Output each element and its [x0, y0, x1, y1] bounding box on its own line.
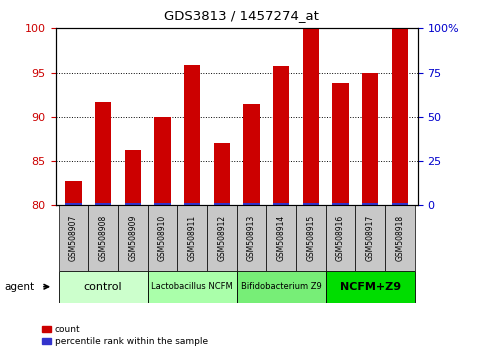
Text: GSM508913: GSM508913: [247, 215, 256, 261]
Bar: [243, 103, 260, 205]
Bar: [266, 205, 296, 271]
Bar: [65, 181, 82, 205]
Bar: [392, 202, 408, 205]
Bar: [58, 271, 148, 303]
Bar: [362, 73, 379, 205]
Text: Lactobacillus NCFM: Lactobacillus NCFM: [151, 282, 233, 291]
Bar: [148, 205, 177, 271]
Text: NCFM+Z9: NCFM+Z9: [340, 282, 401, 292]
Bar: [184, 202, 200, 205]
Bar: [213, 202, 230, 205]
Text: control: control: [84, 282, 122, 292]
Bar: [296, 205, 326, 271]
Legend: count, percentile rank within the sample: count, percentile rank within the sample: [38, 321, 211, 349]
Bar: [237, 271, 326, 303]
Bar: [184, 65, 200, 205]
Bar: [303, 28, 319, 205]
Bar: [355, 205, 385, 271]
Bar: [65, 202, 82, 205]
Bar: [332, 83, 349, 205]
Text: GDS3813 / 1457274_at: GDS3813 / 1457274_at: [164, 9, 319, 22]
Bar: [332, 202, 349, 205]
Text: GSM508916: GSM508916: [336, 215, 345, 261]
Text: GSM508907: GSM508907: [69, 215, 78, 261]
Text: GSM508908: GSM508908: [99, 215, 108, 261]
Text: GSM508910: GSM508910: [158, 215, 167, 261]
Bar: [118, 205, 148, 271]
Text: GSM508911: GSM508911: [187, 215, 197, 261]
Bar: [154, 202, 170, 205]
Bar: [237, 205, 266, 271]
Bar: [148, 271, 237, 303]
Bar: [207, 205, 237, 271]
Text: GSM508909: GSM508909: [128, 215, 137, 261]
Bar: [177, 205, 207, 271]
Bar: [58, 205, 88, 271]
Bar: [326, 271, 415, 303]
Bar: [95, 102, 111, 205]
Bar: [243, 202, 260, 205]
Bar: [303, 202, 319, 205]
Bar: [154, 117, 170, 205]
Bar: [213, 143, 230, 205]
Bar: [326, 205, 355, 271]
Text: Bifidobacterium Z9: Bifidobacterium Z9: [241, 282, 322, 291]
Bar: [362, 202, 379, 205]
Text: GSM508917: GSM508917: [366, 215, 375, 261]
Bar: [88, 205, 118, 271]
Text: GSM508912: GSM508912: [217, 215, 227, 261]
Text: GSM508918: GSM508918: [396, 215, 404, 261]
Bar: [125, 202, 141, 205]
Bar: [273, 202, 289, 205]
Bar: [392, 28, 408, 205]
Bar: [125, 150, 141, 205]
Text: GSM508914: GSM508914: [277, 215, 286, 261]
Bar: [95, 202, 111, 205]
Bar: [385, 205, 415, 271]
Bar: [273, 66, 289, 205]
Text: GSM508915: GSM508915: [306, 215, 315, 261]
Text: agent: agent: [5, 282, 35, 292]
